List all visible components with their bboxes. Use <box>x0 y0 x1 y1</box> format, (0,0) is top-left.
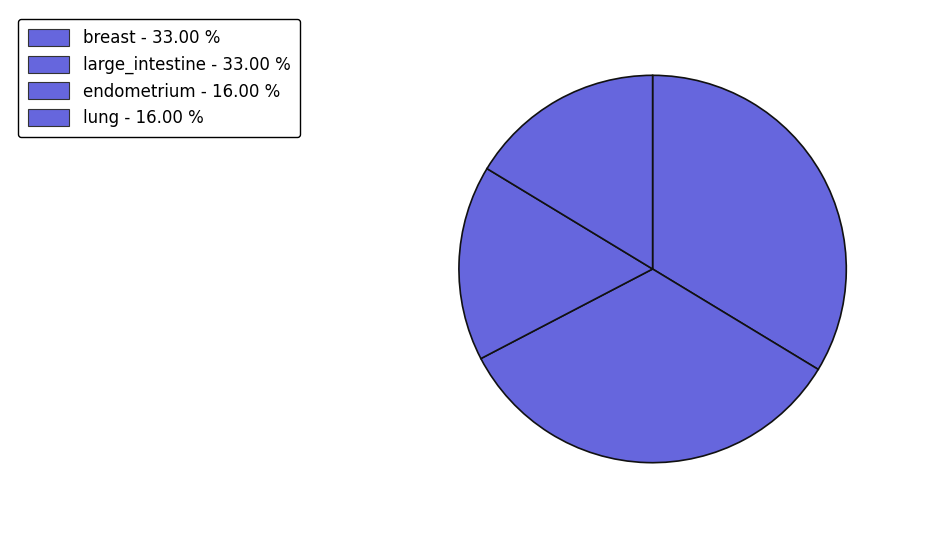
Wedge shape <box>481 269 818 463</box>
Wedge shape <box>653 75 846 370</box>
Legend: breast - 33.00 %, large_intestine - 33.00 %, endometrium - 16.00 %, lung - 16.00: breast - 33.00 %, large_intestine - 33.0… <box>18 19 300 137</box>
Wedge shape <box>459 168 653 359</box>
Wedge shape <box>487 75 653 269</box>
